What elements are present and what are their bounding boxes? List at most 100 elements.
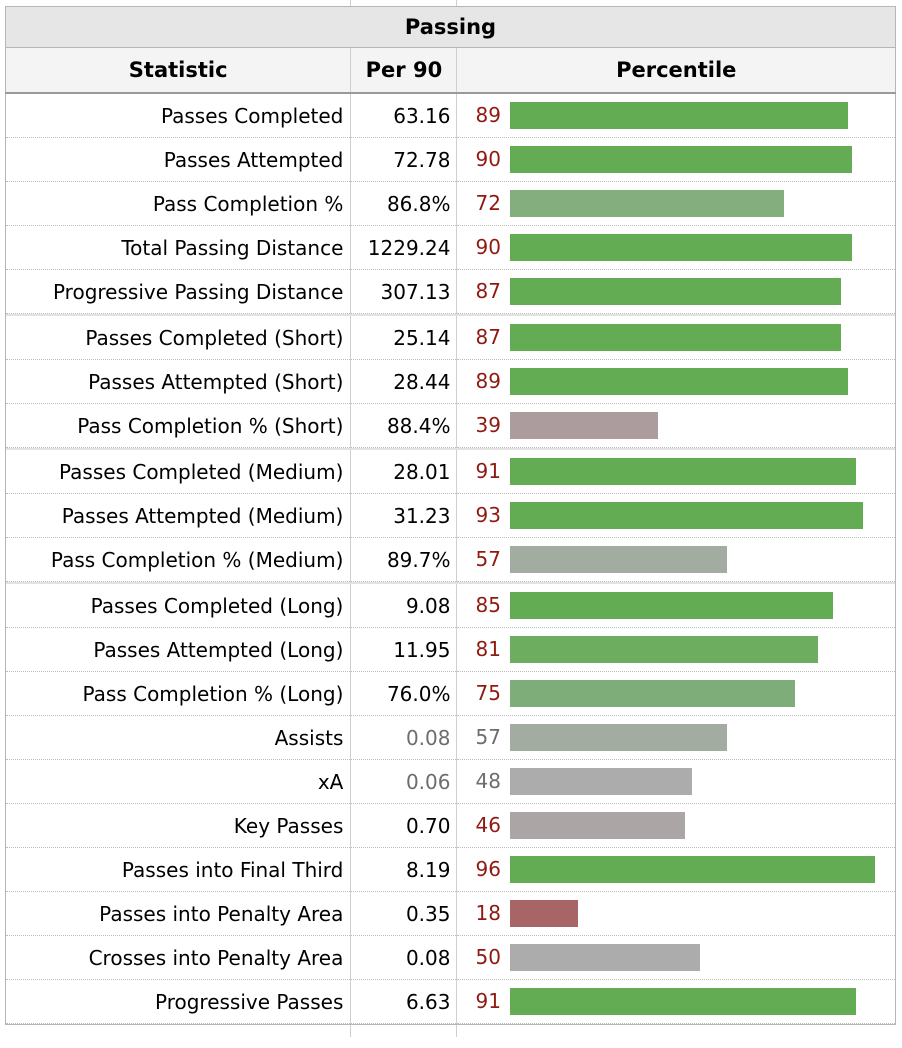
per90-value: 28.44 xyxy=(350,359,458,404)
table-row[interactable]: Pass Completion % (Long) 76.0% 75 xyxy=(5,671,896,716)
percentile-bar xyxy=(510,102,849,129)
statistic-name: Passes Completed (Short) xyxy=(5,316,352,360)
table-row[interactable]: Passes into Penalty Area 0.35 18 xyxy=(5,891,896,936)
column-header-percentile[interactable]: Percentile xyxy=(456,48,896,94)
table-row[interactable]: xA 0.06 48 xyxy=(5,759,896,804)
per90-value: 8.19 xyxy=(350,847,458,892)
percentile-value: 87 xyxy=(475,325,501,349)
percentile-cell: 89 xyxy=(456,93,896,138)
percentile-value: 57 xyxy=(475,725,501,749)
percentile-bar xyxy=(510,278,842,305)
percentile-bar xyxy=(510,768,693,795)
per90-value: 0.06 xyxy=(350,759,458,804)
top-gridline-stub xyxy=(5,0,896,6)
statistic-name: Pass Completion % (Short) xyxy=(5,403,352,448)
percentile-value: 87 xyxy=(475,279,501,303)
percentile-cell: 89 xyxy=(456,359,896,404)
statistic-name: Pass Completion % (Long) xyxy=(5,671,352,716)
percentile-cell: 90 xyxy=(456,225,896,270)
table-row[interactable]: Crosses into Penalty Area 0.08 50 xyxy=(5,935,896,980)
table-header: Statistic Per 90 Percentile xyxy=(5,48,896,94)
table-row[interactable]: Passes into Final Third 8.19 96 xyxy=(5,847,896,892)
bottom-gridline-stub xyxy=(5,1024,896,1037)
percentile-bar xyxy=(510,856,876,883)
per90-value: 28.01 xyxy=(350,450,458,494)
statistic-name: Passes Attempted (Long) xyxy=(5,627,352,672)
passing-stats-panel: Passing Statistic Per 90 Percentile Pass… xyxy=(5,0,896,1037)
column-header-per90[interactable]: Per 90 xyxy=(350,48,458,94)
percentile-cell: 57 xyxy=(456,715,896,760)
statistic-name: xA xyxy=(5,759,352,804)
statistic-name: Crosses into Penalty Area xyxy=(5,935,352,980)
percentile-bar xyxy=(510,412,659,439)
percentile-cell: 48 xyxy=(456,759,896,804)
percentile-bar xyxy=(510,546,728,573)
table-row[interactable]: Passes Completed 63.16 89 xyxy=(5,93,896,138)
per90-value: 0.08 xyxy=(350,935,458,980)
percentile-cell: 87 xyxy=(456,269,896,314)
percentile-bar xyxy=(510,190,785,217)
per90-value: 63.16 xyxy=(350,93,458,138)
percentile-bar xyxy=(510,944,701,971)
per90-value: 76.0% xyxy=(350,671,458,716)
statistic-name: Passes Completed (Long) xyxy=(5,584,352,628)
table-row[interactable]: Passes Attempted 72.78 90 xyxy=(5,137,896,182)
percentile-value: 91 xyxy=(475,459,501,483)
percentile-cell: 39 xyxy=(456,403,896,448)
table-row[interactable]: Passes Attempted (Short) 28.44 89 xyxy=(5,359,896,404)
percentile-cell: 91 xyxy=(456,979,896,1024)
table-row[interactable]: Assists 0.08 57 xyxy=(5,715,896,760)
table-row[interactable]: Total Passing Distance 1229.24 90 xyxy=(5,225,896,270)
percentile-bar xyxy=(510,368,849,395)
table-row[interactable]: Progressive Passes 6.63 91 xyxy=(5,979,896,1024)
percentile-value: 81 xyxy=(475,637,501,661)
percentile-value: 96 xyxy=(475,857,501,881)
percentile-bar xyxy=(510,636,819,663)
per90-value: 0.35 xyxy=(350,891,458,936)
percentile-bar xyxy=(510,458,857,485)
group-separator xyxy=(5,581,896,584)
percentile-bar xyxy=(510,146,853,173)
percentile-bar xyxy=(510,724,728,751)
per90-value: 307.13 xyxy=(350,269,458,314)
percentile-bar xyxy=(510,324,842,351)
table-row[interactable]: Passes Attempted (Long) 11.95 81 xyxy=(5,627,896,672)
percentile-bar xyxy=(510,900,579,927)
percentile-value: 89 xyxy=(475,369,501,393)
percentile-value: 93 xyxy=(475,503,501,527)
table-row[interactable]: Passes Completed (Long) 9.08 85 xyxy=(5,584,896,628)
percentile-value: 75 xyxy=(475,681,501,705)
percentile-value: 48 xyxy=(475,769,501,793)
percentile-value: 85 xyxy=(475,593,501,617)
table-row[interactable]: Pass Completion % (Medium) 89.7% 57 xyxy=(5,537,896,582)
table-row[interactable]: Progressive Passing Distance 307.13 87 xyxy=(5,269,896,314)
percentile-cell: 46 xyxy=(456,803,896,848)
table-row[interactable]: Key Passes 0.70 46 xyxy=(5,803,896,848)
group-separator xyxy=(5,447,896,450)
percentile-cell: 93 xyxy=(456,493,896,538)
column-header-statistic[interactable]: Statistic xyxy=(5,48,352,94)
table-row[interactable]: Passes Attempted (Medium) 31.23 93 xyxy=(5,493,896,538)
percentile-bar xyxy=(510,502,864,529)
table-row[interactable]: Pass Completion % 86.8% 72 xyxy=(5,181,896,226)
statistic-name: Pass Completion % (Medium) xyxy=(5,537,352,582)
percentile-value: 72 xyxy=(475,191,501,215)
table-body: Passes Completed 63.16 89 Passes Attempted 7… xyxy=(5,93,896,1024)
header-row: Statistic Per 90 Percentile xyxy=(5,48,896,94)
passing-stats-table: Statistic Per 90 Percentile Passes Compl… xyxy=(5,48,896,1024)
percentile-value: 50 xyxy=(475,945,501,969)
statistic-name: Passes into Penalty Area xyxy=(5,891,352,936)
per90-value: 6.63 xyxy=(350,979,458,1024)
percentile-value: 89 xyxy=(475,103,501,127)
table-row[interactable]: Passes Completed (Medium) 28.01 91 xyxy=(5,450,896,494)
percentile-bar xyxy=(510,592,834,619)
percentile-value: 90 xyxy=(475,147,501,171)
per90-value: 1229.24 xyxy=(350,225,458,270)
per90-value: 72.78 xyxy=(350,137,458,182)
percentile-bar xyxy=(510,680,796,707)
per90-value: 86.8% xyxy=(350,181,458,226)
table-caption: Passing xyxy=(5,6,896,48)
table-row[interactable]: Passes Completed (Short) 25.14 87 xyxy=(5,316,896,360)
table-row[interactable]: Pass Completion % (Short) 88.4% 39 xyxy=(5,403,896,448)
statistic-name: Passes Completed (Medium) xyxy=(5,450,352,494)
